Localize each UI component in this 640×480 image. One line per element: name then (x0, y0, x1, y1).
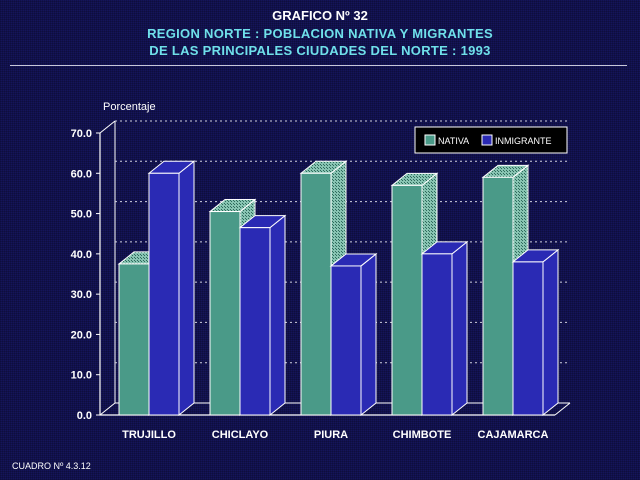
title-divider (10, 65, 627, 66)
y-tick-label: 60.0 (71, 168, 92, 180)
legend-swatch-nativa (424, 134, 436, 146)
y-tick-label: 50.0 (71, 209, 92, 221)
legend-label-inmigrante: INMIGRANTE (495, 136, 552, 146)
bar-side (451, 240, 468, 417)
bar-front (482, 176, 514, 416)
bar-front (239, 227, 271, 416)
bar-inmigrante-piura (329, 252, 378, 417)
floor-edge-left (99, 402, 116, 416)
wall-edge-top (99, 120, 116, 134)
chart-subtitle: DE LAS PRINCIPALES CIUDADES DEL NORTE : … (149, 43, 491, 58)
bar-front (512, 261, 544, 416)
bar-side (542, 248, 559, 417)
bar-front (421, 253, 453, 416)
bar-side (178, 160, 195, 417)
bar-inmigrante-chiclayo (238, 214, 287, 417)
bar-inmigrante-chimbote (420, 240, 469, 417)
bar-front (300, 172, 332, 416)
bar-front (148, 172, 180, 416)
x-tick-label: CAJAMARCA (478, 429, 549, 441)
bar-front (391, 184, 423, 416)
y-tick-label: 10.0 (71, 370, 92, 382)
floor-edge-right (554, 402, 571, 416)
bar-side (360, 252, 377, 417)
bar-front (118, 263, 150, 416)
x-tick-label: TRUJILLO (122, 429, 176, 441)
y-tick-label: 20.0 (71, 329, 92, 341)
legend-label-nativa: NATIVA (438, 136, 469, 146)
y-tick-label: 70.0 (71, 128, 92, 140)
y-tick-label: 30.0 (71, 289, 92, 301)
chart-title: REGION NORTE : POBLACION NATIVA Y MIGRAN… (147, 26, 493, 41)
bar-front (209, 211, 241, 416)
bar-inmigrante-cajamarca (511, 248, 560, 417)
legend-swatch-inmigrante (481, 134, 493, 146)
y-tick-label: 40.0 (71, 249, 92, 261)
y-axis-label: Porcentaje (103, 101, 156, 113)
x-tick-label: CHICLAYO (212, 429, 269, 441)
bar-front (330, 265, 362, 416)
x-tick-label: PIURA (314, 429, 348, 441)
chart-number-title: GRAFICO Nº 32 (272, 8, 368, 23)
bar-inmigrante-trujillo (147, 160, 196, 417)
source-footnote: CUADRO Nº 4.3.12 (12, 461, 91, 471)
x-tick-label: CHIMBOTE (393, 429, 452, 441)
bar-side (269, 214, 286, 417)
y-tick-label: 0.0 (77, 410, 92, 422)
